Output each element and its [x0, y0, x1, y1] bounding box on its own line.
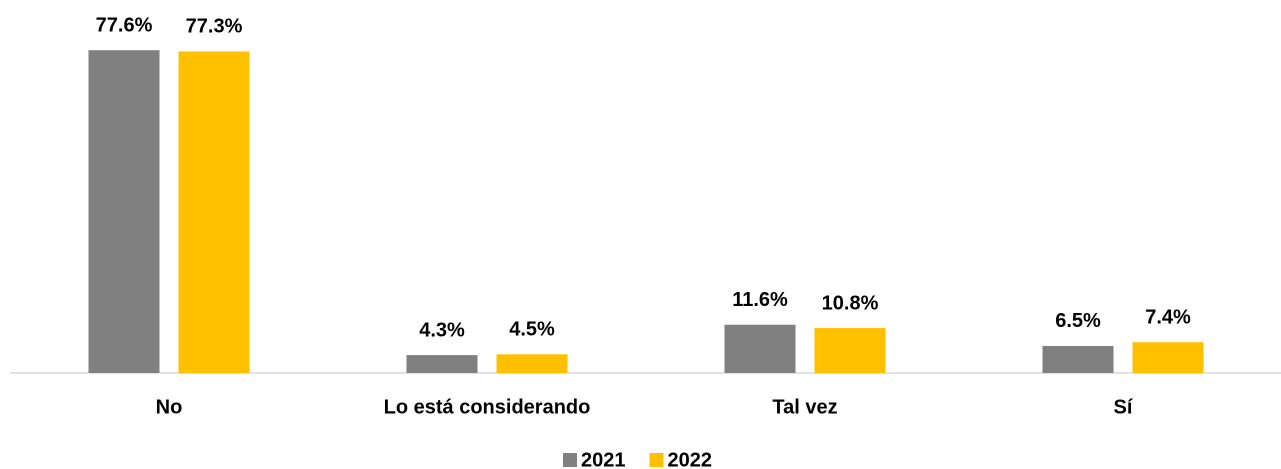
data-label: 77.6% — [96, 14, 153, 36]
data-label: 4.3% — [419, 319, 465, 341]
data-label: 6.5% — [1055, 310, 1101, 332]
data-label: 10.8% — [822, 292, 879, 314]
bar — [496, 354, 568, 373]
bar — [178, 51, 250, 373]
data-label: 11.6% — [732, 289, 788, 311]
data-label: 77.3% — [186, 16, 243, 38]
legend-label: 2022 — [668, 449, 713, 469]
x-tick-label: Sí — [1114, 396, 1134, 418]
x-tick-label: No — [156, 396, 183, 418]
x-tick-label: Tal vez — [772, 396, 837, 418]
bar — [1042, 345, 1114, 373]
x-tick-label: Lo está considerando — [384, 396, 591, 418]
data-label: 4.5% — [509, 319, 555, 341]
bar — [814, 328, 886, 373]
legend-swatch — [649, 453, 664, 467]
bar — [406, 355, 478, 373]
bar — [1132, 342, 1204, 373]
data-label: 7.4% — [1145, 306, 1191, 328]
legend-swatch — [563, 453, 577, 467]
bar — [88, 50, 160, 374]
legend-label: 2021 — [581, 449, 626, 469]
bar — [724, 324, 796, 373]
